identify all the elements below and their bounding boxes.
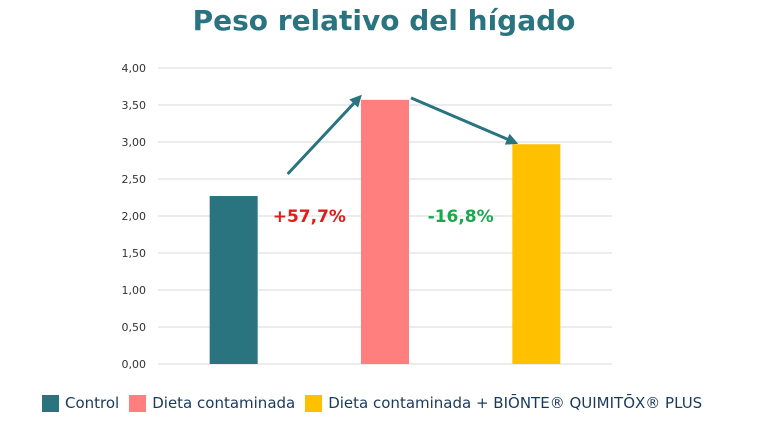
y-tick-label: 2,00 — [122, 210, 147, 223]
bars — [209, 99, 561, 364]
annotations: +57,7% -16,8% — [273, 207, 494, 227]
y-tick-label: 1,50 — [122, 247, 147, 260]
y-tick-label: 4,00 — [122, 62, 147, 75]
bar-1 — [209, 196, 258, 364]
annotation-1: +57,7% — [273, 207, 346, 227]
annotation-2: -16,8% — [428, 207, 494, 227]
arrow-up — [286, 94, 362, 176]
legend: Control Dieta contaminada Dieta contaminad… — [42, 394, 712, 412]
bar-2 — [361, 99, 409, 364]
y-tick-label: 3,00 — [122, 136, 147, 149]
bar-3 — [512, 144, 561, 364]
chart-title: Peso relativo del hígado — [192, 4, 576, 37]
y-tick-label: 0,50 — [122, 321, 147, 334]
bar-chart: 0,00 0,50 1,00 1,50 2,00 2,50 3,00 3,50 4,00 +57… — [122, 62, 612, 371]
trend-arrows — [286, 94, 519, 176]
legend-label: Control — [65, 394, 120, 412]
legend-item: Control — [42, 394, 119, 412]
y-tick-label: 1,00 — [122, 284, 147, 297]
legend-item: Dieta contaminada — [129, 394, 295, 412]
y-tick-label: 2,50 — [122, 173, 147, 186]
legend-swatch — [129, 394, 147, 412]
y-tick-label: 0,00 — [122, 358, 147, 371]
legend-swatch — [305, 394, 323, 412]
arrow-down — [410, 96, 519, 145]
legend-swatch — [42, 394, 59, 412]
y-tick-label: 3,50 — [122, 99, 147, 112]
legend-item: Dieta contaminada + BIŌNTE® QUIMITŌX® PL… — [305, 394, 702, 412]
legend-label: Dieta contaminada + BIŌNTE® QUIMITŌX® PL… — [328, 394, 703, 412]
y-tick-labels: 0,00 0,50 1,00 1,50 2,00 2,50 3,00 3,50 4,00 — [122, 62, 147, 371]
legend-label: Dieta contaminada — [152, 394, 296, 412]
